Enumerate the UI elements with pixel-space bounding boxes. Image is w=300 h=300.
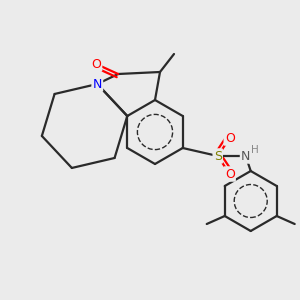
Text: N: N — [241, 149, 250, 163]
Text: N: N — [93, 77, 102, 91]
Text: O: O — [91, 58, 101, 70]
Text: H: H — [251, 145, 259, 155]
Text: O: O — [225, 167, 235, 181]
Text: O: O — [225, 131, 235, 145]
Text: S: S — [214, 149, 222, 163]
